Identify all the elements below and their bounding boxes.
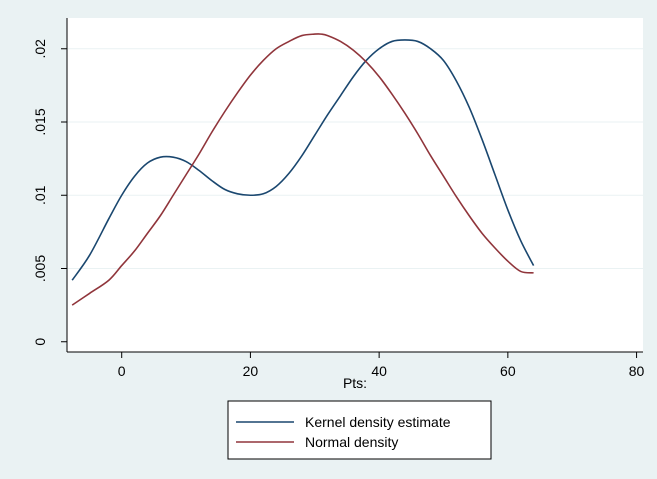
legend-label-kernel: Kernel density estimate (305, 414, 451, 430)
plot-area (67, 18, 643, 352)
kernel-density-line (71, 39, 535, 281)
y-tick-label: .02 (32, 39, 48, 59)
legend-label-normal: Normal density (305, 434, 398, 450)
normal-density-line (71, 33, 534, 306)
x-axis-title: Pts: (343, 375, 367, 391)
x-tick-label: 0 (118, 363, 126, 379)
legend-box (227, 400, 492, 460)
gridlines (67, 48, 643, 269)
y-tick-label: .01 (32, 185, 48, 205)
x-axis: 0 20 40 60 80 (67, 351, 645, 379)
y-tick-label: 0 (32, 338, 48, 346)
y-tick-label: .015 (32, 108, 48, 135)
legend: Kernel density estimate Normal density (227, 400, 492, 460)
series-layer (71, 33, 535, 306)
x-tick-label: 40 (371, 363, 387, 379)
x-tick-label: 80 (629, 363, 645, 379)
x-tick-label: 60 (500, 363, 516, 379)
y-axis: 0 .005 .01 .015 .02 (32, 18, 68, 352)
x-tick-label: 20 (243, 363, 259, 379)
y-tick-label: .005 (32, 255, 48, 282)
